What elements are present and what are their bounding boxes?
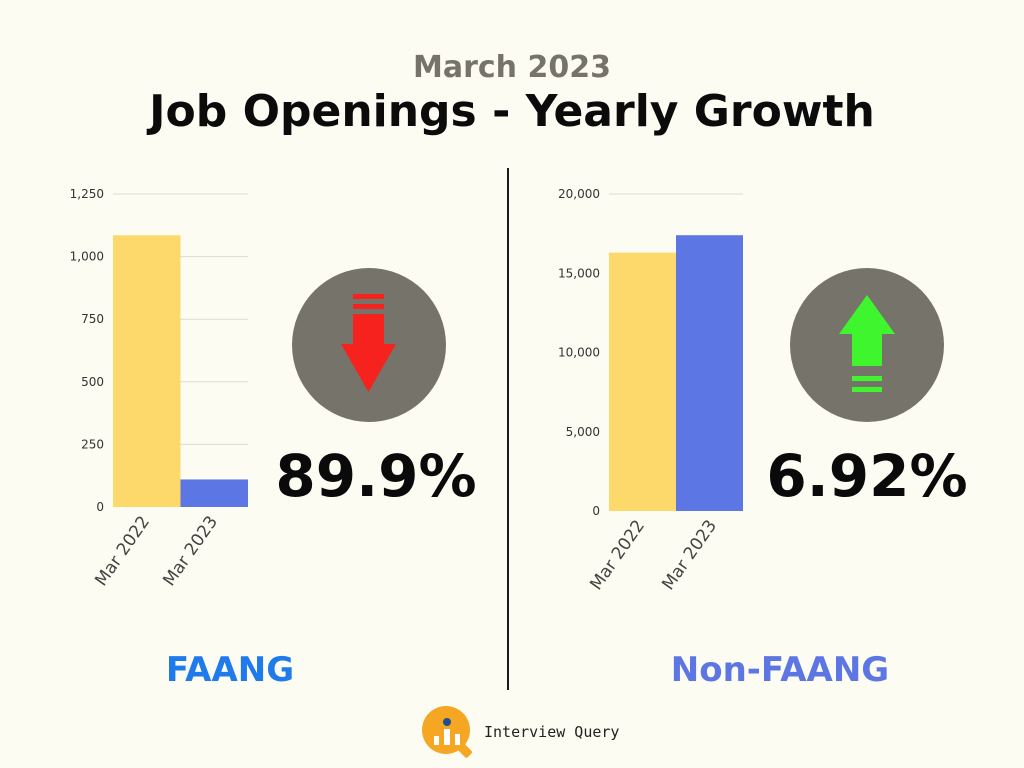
non-faang-label: Non-FAANG bbox=[670, 650, 890, 690]
non-faang-x-tick-label: Mar 2022 bbox=[586, 516, 649, 594]
non-faang-y-tick-label: 20,000 bbox=[558, 187, 600, 201]
page-title: Job Openings - Yearly Growth bbox=[149, 86, 875, 137]
faang-y-tick-label: 0 bbox=[96, 500, 104, 514]
faang-bar-mar-2023 bbox=[180, 479, 248, 507]
faang-label: FAANG bbox=[165, 650, 295, 690]
panel-divider bbox=[507, 168, 509, 690]
non-faang-bar-mar-2023 bbox=[676, 235, 743, 511]
non-faang-y-tick-label: 15,000 bbox=[558, 266, 600, 280]
faang-y-tick-label: 250 bbox=[81, 437, 104, 451]
red-down-arrow-icon bbox=[341, 294, 396, 392]
faang-bar-mar-2022 bbox=[113, 235, 181, 508]
faang-y-tick-label: 750 bbox=[81, 312, 104, 326]
faang-y-tick-label: 500 bbox=[81, 375, 104, 389]
non-faang-y-tick-label: 0 bbox=[592, 504, 600, 518]
faang-change-percent: 89.9% bbox=[275, 442, 477, 510]
faang-x-tick-label: Mar 2023 bbox=[159, 512, 222, 590]
non-faang-y-tick-label: 10,000 bbox=[558, 346, 600, 360]
magnifier-chart-icon bbox=[422, 706, 472, 758]
brand-name: Interview Query bbox=[484, 723, 620, 741]
non-faang-y-tick-label: 5,000 bbox=[566, 425, 600, 439]
faang-change-circle bbox=[292, 268, 446, 422]
green-up-arrow-icon bbox=[839, 295, 895, 392]
faang-bar-chart: 0 250 500 750 1,000 1,250 Mar 2022 Mar 2023 bbox=[70, 187, 248, 590]
faang-x-tick-label: Mar 2022 bbox=[91, 512, 154, 590]
non-faang-bar-chart: 0 5,000 10,000 15,000 20,000 Mar 2022 Mar 2023 bbox=[558, 187, 743, 594]
faang-y-tick-label: 1,250 bbox=[70, 187, 104, 201]
non-faang-change-percent: 6.92% bbox=[766, 442, 968, 510]
non-faang-bar-mar-2022 bbox=[609, 252, 676, 511]
subtitle: March 2023 bbox=[413, 50, 611, 85]
non-faang-x-tick-label: Mar 2023 bbox=[658, 516, 721, 594]
non-faang-change-circle bbox=[790, 268, 944, 422]
faang-y-tick-label: 1,000 bbox=[70, 250, 104, 264]
